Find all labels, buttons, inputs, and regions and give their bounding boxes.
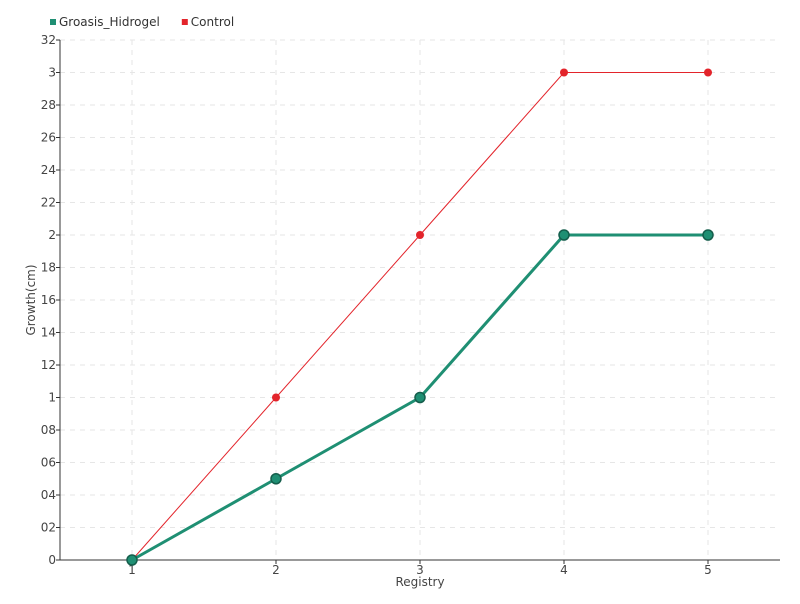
y-tick-label: 24 [41,163,56,177]
series-layer [126,68,714,566]
data-point[interactable] [272,393,280,402]
legend-swatch [181,19,188,25]
y-tick-label: 08 [41,423,56,437]
data-point[interactable] [416,231,424,239]
data-point[interactable] [414,391,426,404]
y-tick-label: 32 [41,33,56,47]
data-point[interactable] [704,68,712,77]
legend[interactable]: Groasis_Hidrogel Control [50,15,234,29]
y-tick-label: 02 [41,521,56,535]
series-groasis-hidrogel [126,229,714,566]
x-tick-label: 1 [128,563,136,577]
legend-swatch [50,19,56,25]
data-point[interactable] [560,68,568,77]
x-tick-label: 4 [560,563,568,577]
y-tick-label: 22 [41,196,56,210]
y-tick-label: 28 [41,98,56,112]
y-tick-label: 2 [48,228,56,242]
y-tick-label: 26 [41,131,56,145]
x-axis-title: Registry [395,575,444,589]
data-point[interactable] [702,229,714,241]
data-point[interactable] [270,473,282,485]
y-tick-label: 18 [41,261,56,275]
y-tick-label: 0 [48,553,56,567]
legend-label: Control [191,15,234,29]
y-tick-label: 04 [41,488,56,502]
y-tick-label: 12 [41,358,56,372]
y-tick-label: 06 [41,456,56,470]
legend-item[interactable]: Groasis_Hidrogel [50,15,160,29]
x-tick-label: 5 [704,563,712,577]
y-tick-label: 14 [41,326,56,340]
legend-label: Groasis_Hidrogel [59,15,160,29]
y-tick-label: 16 [41,293,56,307]
series-line [131,72,708,561]
data-point[interactable] [558,229,570,241]
grid-lines [60,39,780,560]
y-axis-title: Growth(cm) [24,264,38,335]
legend-item[interactable]: Control [181,15,234,29]
x-tick-label: 3 [416,563,424,577]
data-point[interactable] [126,554,138,566]
y-tick-label: 3 [48,66,56,80]
x-tick-label: 2 [272,563,280,577]
y-tick-label: 1 [48,391,56,405]
